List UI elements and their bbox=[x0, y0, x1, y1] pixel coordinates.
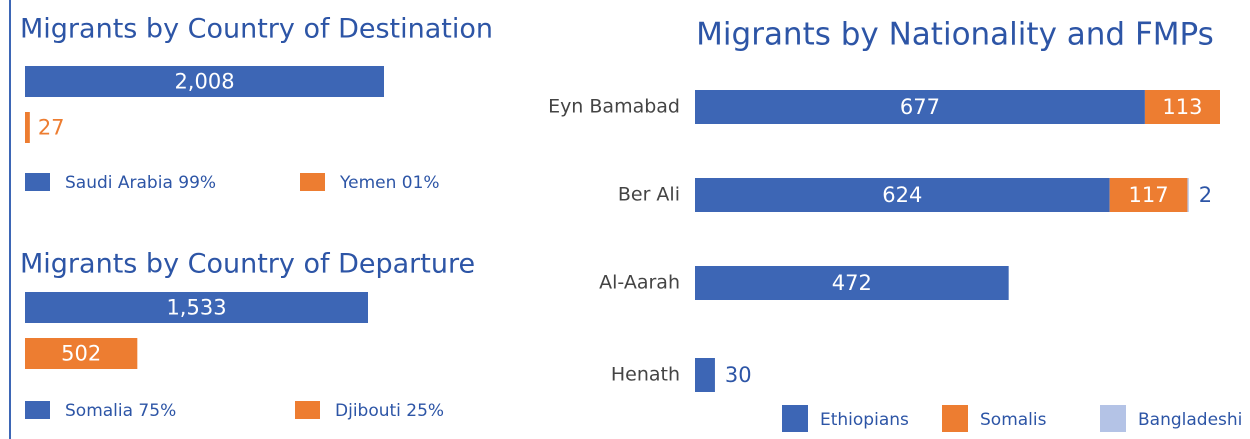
legend-swatch bbox=[300, 173, 325, 191]
bar-segment bbox=[695, 178, 1110, 212]
value-label: 1,533 bbox=[166, 296, 226, 320]
value-label: 30 bbox=[725, 363, 752, 387]
legend-label: Ethiopians bbox=[820, 410, 909, 430]
value-label: 117 bbox=[1129, 183, 1169, 207]
value-label: 27 bbox=[38, 116, 65, 140]
category-label: Ber Ali bbox=[618, 184, 680, 206]
bar bbox=[25, 338, 138, 369]
legend-label: Saudi Arabia 99% bbox=[65, 173, 216, 193]
value-label: 2 bbox=[1199, 183, 1212, 207]
category-label: Eyn Bamabad bbox=[548, 96, 680, 118]
chart-title: Migrants by Country of Departure bbox=[20, 249, 475, 280]
bar bbox=[25, 292, 368, 323]
legend-label: Somalia 75% bbox=[65, 401, 176, 421]
bar-segment bbox=[1144, 90, 1220, 124]
chart-title: Migrants by Country of Destination bbox=[20, 14, 493, 45]
category-label: Al-Aarah bbox=[599, 272, 680, 294]
value-label: 2,008 bbox=[174, 70, 234, 94]
bar-segment bbox=[695, 358, 715, 392]
value-label: 677 bbox=[900, 95, 940, 119]
category-label: Henath bbox=[611, 364, 680, 386]
legend-swatch bbox=[25, 401, 50, 419]
legend-label: Yemen 01% bbox=[339, 173, 440, 193]
bar bbox=[25, 112, 30, 143]
value-label: 502 bbox=[61, 342, 101, 366]
bar-segment bbox=[1187, 178, 1189, 212]
legend-swatch bbox=[295, 401, 320, 419]
chart-title: Migrants by Nationality and FMPs bbox=[696, 17, 1214, 53]
legend-label: Somalis bbox=[980, 410, 1047, 430]
value-label: 624 bbox=[882, 183, 922, 207]
legend-label: Bangladeshi bbox=[1138, 410, 1242, 430]
bar-segment bbox=[1109, 178, 1188, 212]
value-label: 113 bbox=[1162, 95, 1202, 119]
bar bbox=[25, 66, 384, 97]
value-label: 472 bbox=[832, 271, 872, 295]
legend-swatch bbox=[782, 405, 808, 432]
bar-segment bbox=[695, 266, 1009, 300]
legend-swatch bbox=[25, 173, 50, 191]
legend-label: Djibouti 25% bbox=[335, 401, 444, 421]
legend-swatch bbox=[942, 405, 968, 432]
bar-segment bbox=[695, 90, 1145, 124]
legend-swatch bbox=[1100, 405, 1126, 432]
